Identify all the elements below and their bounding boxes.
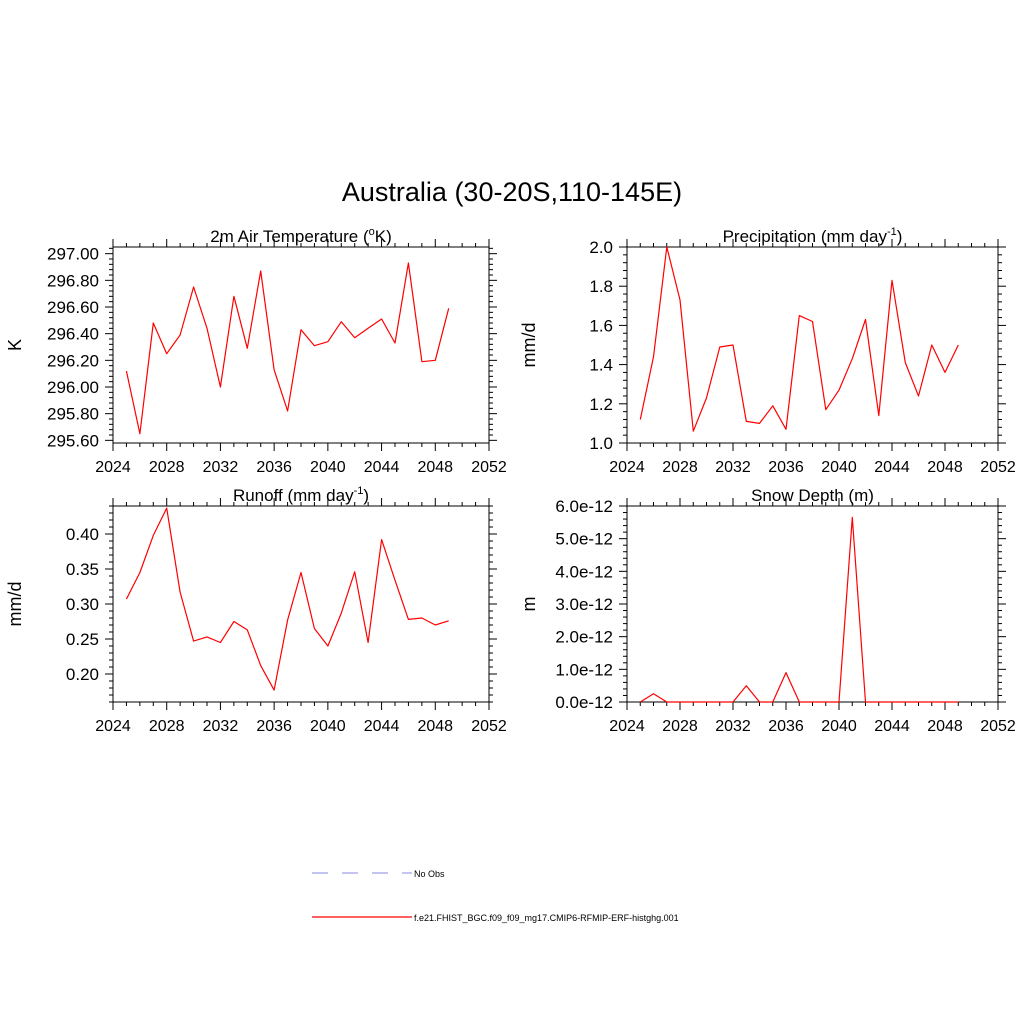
y-tick-label: 4.0e-12 — [555, 562, 613, 581]
y-tick-label: 1.2 — [589, 395, 613, 414]
x-tick-label: 2044 — [364, 459, 400, 476]
y-tick-label: 296.40 — [47, 325, 99, 344]
x-tick-label: 2036 — [768, 459, 804, 476]
y-tick-label: 2.0e-12 — [555, 628, 613, 647]
x-tick-label: 2024 — [95, 459, 131, 476]
y-tick-label: 0.40 — [66, 525, 99, 544]
y-tick-label: 297.00 — [47, 245, 99, 264]
panel-title: 2m Air Temperature (oK) — [210, 226, 392, 246]
y-tick-label: 0.20 — [66, 665, 99, 684]
panel-title: Runoff (mm day-1) — [233, 485, 369, 505]
y-axis-label: K — [5, 339, 25, 351]
x-tick-label: 2048 — [927, 718, 963, 735]
x-tick-label: 2052 — [471, 718, 507, 735]
y-tick-label: 5.0e-12 — [555, 530, 613, 549]
x-tick-label: 2052 — [980, 718, 1016, 735]
x-tick-label: 2044 — [874, 718, 910, 735]
x-tick-label: 2024 — [609, 718, 645, 735]
x-tick-label: 2036 — [768, 718, 804, 735]
x-tick-label: 2036 — [256, 718, 292, 735]
x-tick-label: 2040 — [821, 718, 857, 735]
x-tick-label: 2040 — [821, 459, 857, 476]
y-tick-label: 1.0 — [589, 434, 613, 453]
figure-title: Australia (30-20S,110-145E) — [342, 177, 682, 207]
y-tick-label: 0.25 — [66, 630, 99, 649]
chart-panel-4: Snow Depth (m) m 2024 2028 2032 2036 2040 2044 2… — [519, 486, 1016, 735]
y-tick-label: 6.0e-12 — [555, 497, 613, 516]
y-tick-label: 0.30 — [66, 595, 99, 614]
chart-panels: 2m Air Temperature (oK) K 2024 2028 2032 2036… — [5, 226, 1016, 735]
y-tick-label: 296.80 — [47, 271, 99, 290]
chart-panel-2: Precipitation (mm day-1) mm/d 2024 2028 2032… — [519, 226, 1016, 476]
y-tick-label: 296.00 — [47, 378, 99, 397]
x-tick-label: 2040 — [310, 459, 346, 476]
y-tick-label: 3.0e-12 — [555, 595, 613, 614]
x-tick-label: 2048 — [417, 718, 453, 735]
y-axis-label: mm/d — [5, 582, 25, 627]
y-tick-label: 1.6 — [589, 316, 613, 335]
series-line — [125, 262, 450, 435]
x-tick-label: 2044 — [874, 459, 910, 476]
x-tick-label: 2036 — [256, 459, 292, 476]
panel-title: Precipitation (mm day-1) — [723, 226, 903, 246]
panel-title: Snow Depth (m) — [751, 486, 874, 505]
chart-panel-1: 2m Air Temperature (oK) K 2024 2028 2032 2036… — [5, 226, 507, 476]
legend-label: f.e21.FHIST_BGC.f09_f09_mg17.CMIP6-RFMIP… — [414, 913, 679, 923]
y-tick-label: 295.80 — [47, 405, 99, 424]
x-tick-label: 2052 — [471, 459, 507, 476]
x-tick-label: 2024 — [609, 459, 645, 476]
legend-item-1: No Obs — [312, 869, 445, 879]
x-tick-label: 2052 — [980, 459, 1016, 476]
y-tick-label: 0.35 — [66, 560, 99, 579]
y-tick-label: 1.4 — [589, 356, 613, 375]
x-tick-label: 2028 — [149, 459, 185, 476]
series-line — [639, 516, 959, 703]
y-tick-label: 1.8 — [589, 277, 613, 296]
y-axis-label: m — [519, 597, 539, 612]
x-tick-label: 2032 — [203, 718, 239, 735]
y-tick-label: 295.60 — [47, 431, 99, 450]
x-tick-label: 2032 — [715, 718, 751, 735]
x-tick-label: 2044 — [364, 718, 400, 735]
y-tick-label: 296.60 — [47, 298, 99, 317]
x-tick-label: 2048 — [927, 459, 963, 476]
chart-panel-3: Runoff (mm day-1) mm/d 2024 2028 2032 2036 204… — [5, 485, 507, 735]
series-line — [639, 246, 959, 432]
x-tick-label: 2028 — [662, 718, 698, 735]
series-line — [125, 507, 449, 691]
legend-item-2: f.e21.FHIST_BGC.f09_f09_mg17.CMIP6-RFMIP… — [312, 913, 679, 923]
x-tick-label: 2048 — [417, 459, 453, 476]
x-tick-label: 2032 — [715, 459, 751, 476]
x-tick-label: 2028 — [149, 718, 185, 735]
x-tick-label: 2028 — [662, 459, 698, 476]
legend: No Obs f.e21.FHIST_BGC.f09_f09_mg17.CMIP6… — [312, 869, 679, 923]
y-tick-label: 296.20 — [47, 351, 99, 370]
y-axis-label: mm/d — [519, 323, 539, 368]
x-tick-label: 2024 — [95, 718, 131, 735]
x-tick-label: 2032 — [203, 459, 239, 476]
y-tick-label: 2.0 — [589, 238, 613, 257]
y-tick-label: 0.0e-12 — [555, 693, 613, 712]
x-tick-label: 2040 — [310, 718, 346, 735]
legend-label: No Obs — [414, 869, 445, 879]
y-tick-label: 1.0e-12 — [555, 660, 613, 679]
